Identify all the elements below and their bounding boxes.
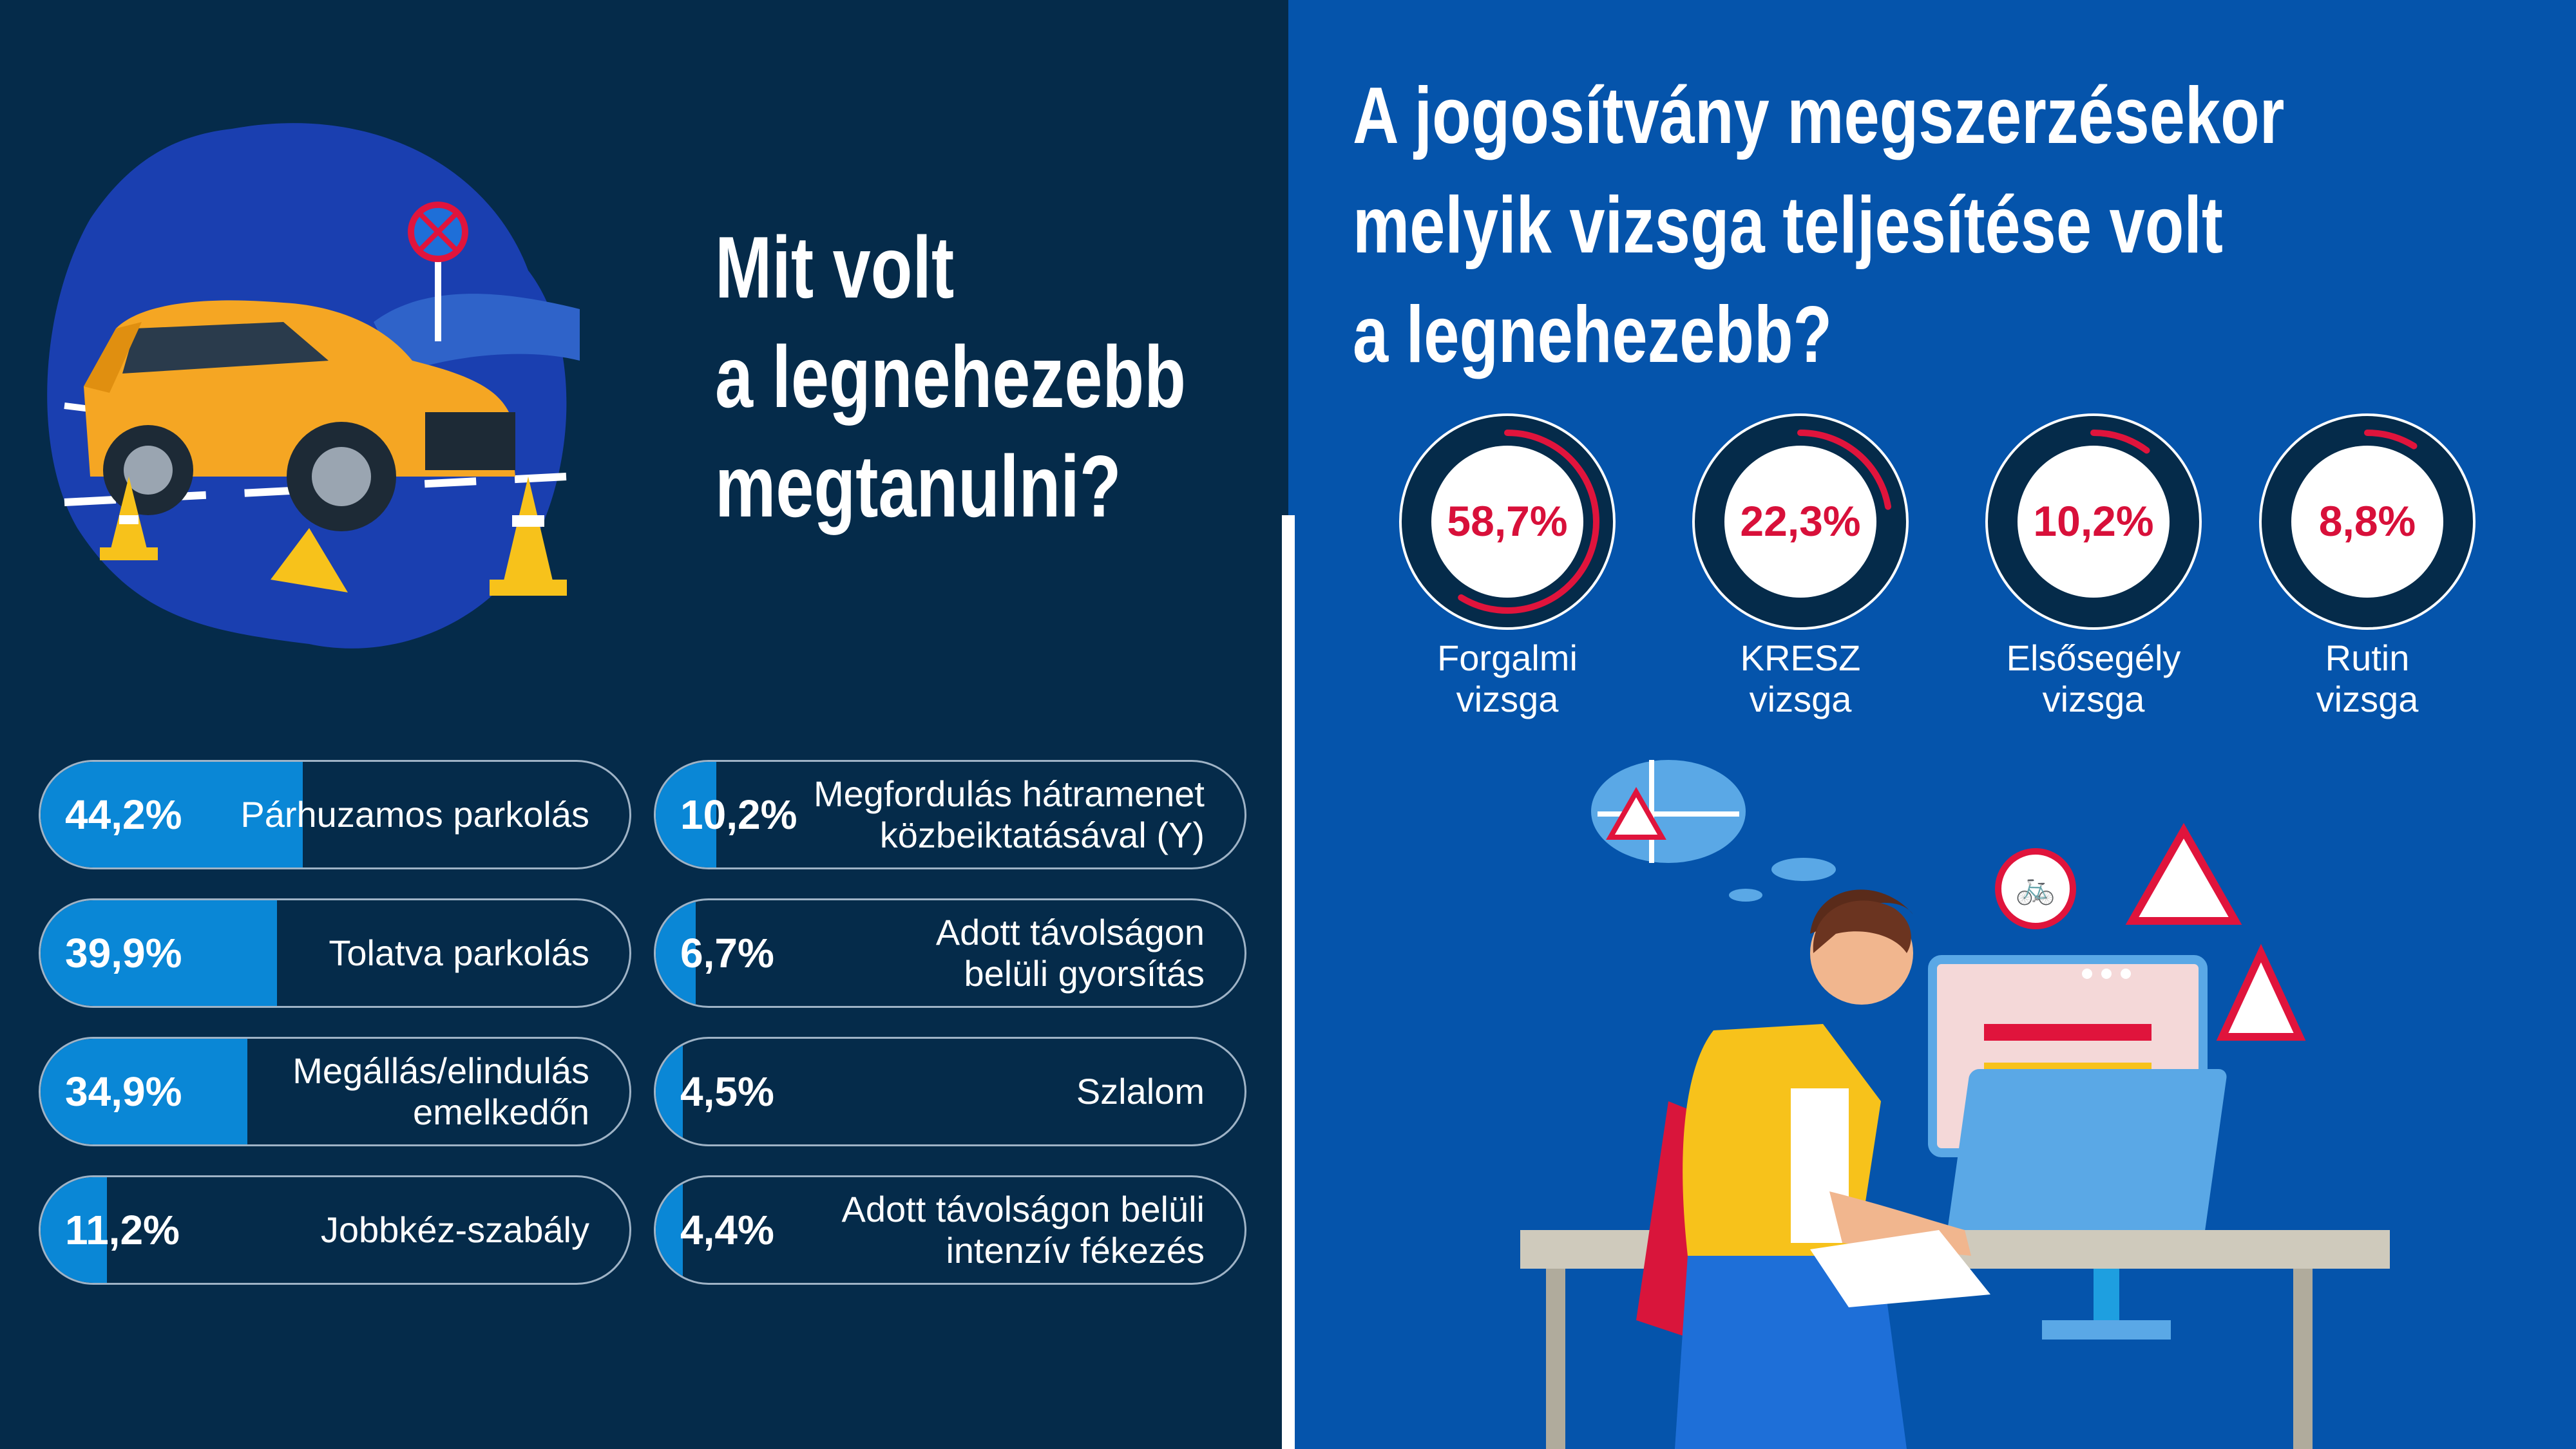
svg-text:🚲: 🚲 <box>2016 869 2056 906</box>
ring-arc <box>2364 430 2418 450</box>
ring-arc <box>2090 430 2150 454</box>
bar-category-label: Tolatva parkolás <box>329 933 589 973</box>
right-title-line-2: melyik vizsga teljesítése volt <box>1353 181 2223 270</box>
ring-value-label: 8,8% <box>2319 497 2416 545</box>
bar-value-label: 11,2% <box>65 1207 180 1253</box>
ring-inner <box>1431 446 1583 598</box>
left-title-line-1: Mit volt <box>715 218 955 316</box>
car-illustration <box>47 123 580 649</box>
ring-category-label: Elsősegély vizsga <box>2006 638 2181 719</box>
bar-pill: 34,9% Megállás/elindulás emelkedőn <box>39 1037 631 1146</box>
bar-category-label: Adott távolságon belüli intenzív fékezés <box>841 1189 1205 1271</box>
bar-value-label: 39,9% <box>65 930 182 976</box>
bar-pill: 4,5% Szlalom <box>654 1037 1246 1146</box>
ring-value-label: 58,7% <box>1447 497 1567 545</box>
left-title: Mit volt a legnehezebb megtanulni? <box>715 213 1186 541</box>
ring-value-label: 10,2% <box>2033 497 2153 545</box>
bar-category-label: Megállás/elindulás emelkedőn <box>292 1050 589 1132</box>
bar-value-label: 4,5% <box>680 1068 774 1115</box>
ring-inner <box>2018 446 2170 598</box>
bar-category-label: Párhuzamos parkolás <box>240 794 589 835</box>
bar-fill <box>656 1039 683 1144</box>
bar-fill <box>656 1177 683 1283</box>
ring-chart: 10,2% <box>1985 413 2202 630</box>
bar-category-label: Adott távolságon belüli gyorsítás <box>935 912 1205 994</box>
ring-category-label: KRESZ vizsga <box>1740 638 1861 719</box>
bar-value-label: 44,2% <box>65 791 182 838</box>
left-title-line-3: megtanulni? <box>715 437 1121 535</box>
bar-pill: 11,2% Jobbkéz-szabály <box>39 1175 631 1285</box>
bar-pill: 10,2% Megfordulás hátramenet közbeiktatás… <box>654 760 1246 869</box>
ring-arc <box>1458 430 1599 614</box>
bar-fill <box>41 1177 108 1283</box>
bar-fill <box>41 900 278 1006</box>
ring-category-label: Forgalmi vizsga <box>1437 638 1578 719</box>
right-title: A jogosítvány megszerzésekor melyik vizs… <box>1353 61 2285 390</box>
left-title-line-2: a legnehezebb <box>715 328 1186 426</box>
bar-pill: 4,4% Adott távolságon belüli intenzív fék… <box>654 1175 1246 1285</box>
right-title-line-1: A jogosítvány megszerzésekor <box>1353 71 2285 160</box>
ring-chart: 58,7% <box>1399 413 1616 630</box>
bar-value-label: 6,7% <box>680 930 774 976</box>
bar-value-label: 10,2% <box>680 791 797 838</box>
bar-fill <box>656 762 716 867</box>
bar-value-label: 34,9% <box>65 1068 182 1115</box>
ring-arc <box>1797 430 1892 510</box>
bar-category-label: Megfordulás hátramenet közbeiktatásával … <box>813 773 1205 855</box>
ring-chart: 22,3% <box>1692 413 1909 630</box>
right-panel <box>1288 0 2576 1449</box>
right-title-line-3: a legnehezebb? <box>1353 290 1833 379</box>
bar-fill <box>41 762 303 867</box>
bar-fill <box>41 1039 248 1144</box>
ring-value-label: 22,3% <box>1740 497 1860 545</box>
panel-divider <box>1282 515 1295 1449</box>
bar-pill: 6,7% Adott távolságon belüli gyorsítás <box>654 898 1246 1008</box>
bar-fill <box>656 900 696 1006</box>
ring-inner <box>1724 446 1876 598</box>
bar-value-label: 4,4% <box>680 1207 774 1253</box>
bar-category-label: Jobbkéz-szabály <box>320 1209 589 1250</box>
bar-pill: 44,2% Párhuzamos parkolás <box>39 760 631 869</box>
bar-pill: 39,9% Tolatva parkolás <box>39 898 631 1008</box>
ring-category-label: Rutin vizsga <box>2316 638 2419 719</box>
person-at-computer-illustration: 🚲 <box>1520 760 2390 1449</box>
ring-chart: 8,8% <box>2259 413 2476 630</box>
ring-inner <box>2291 446 2443 598</box>
bar-category-label: Szlalom <box>1076 1071 1205 1112</box>
